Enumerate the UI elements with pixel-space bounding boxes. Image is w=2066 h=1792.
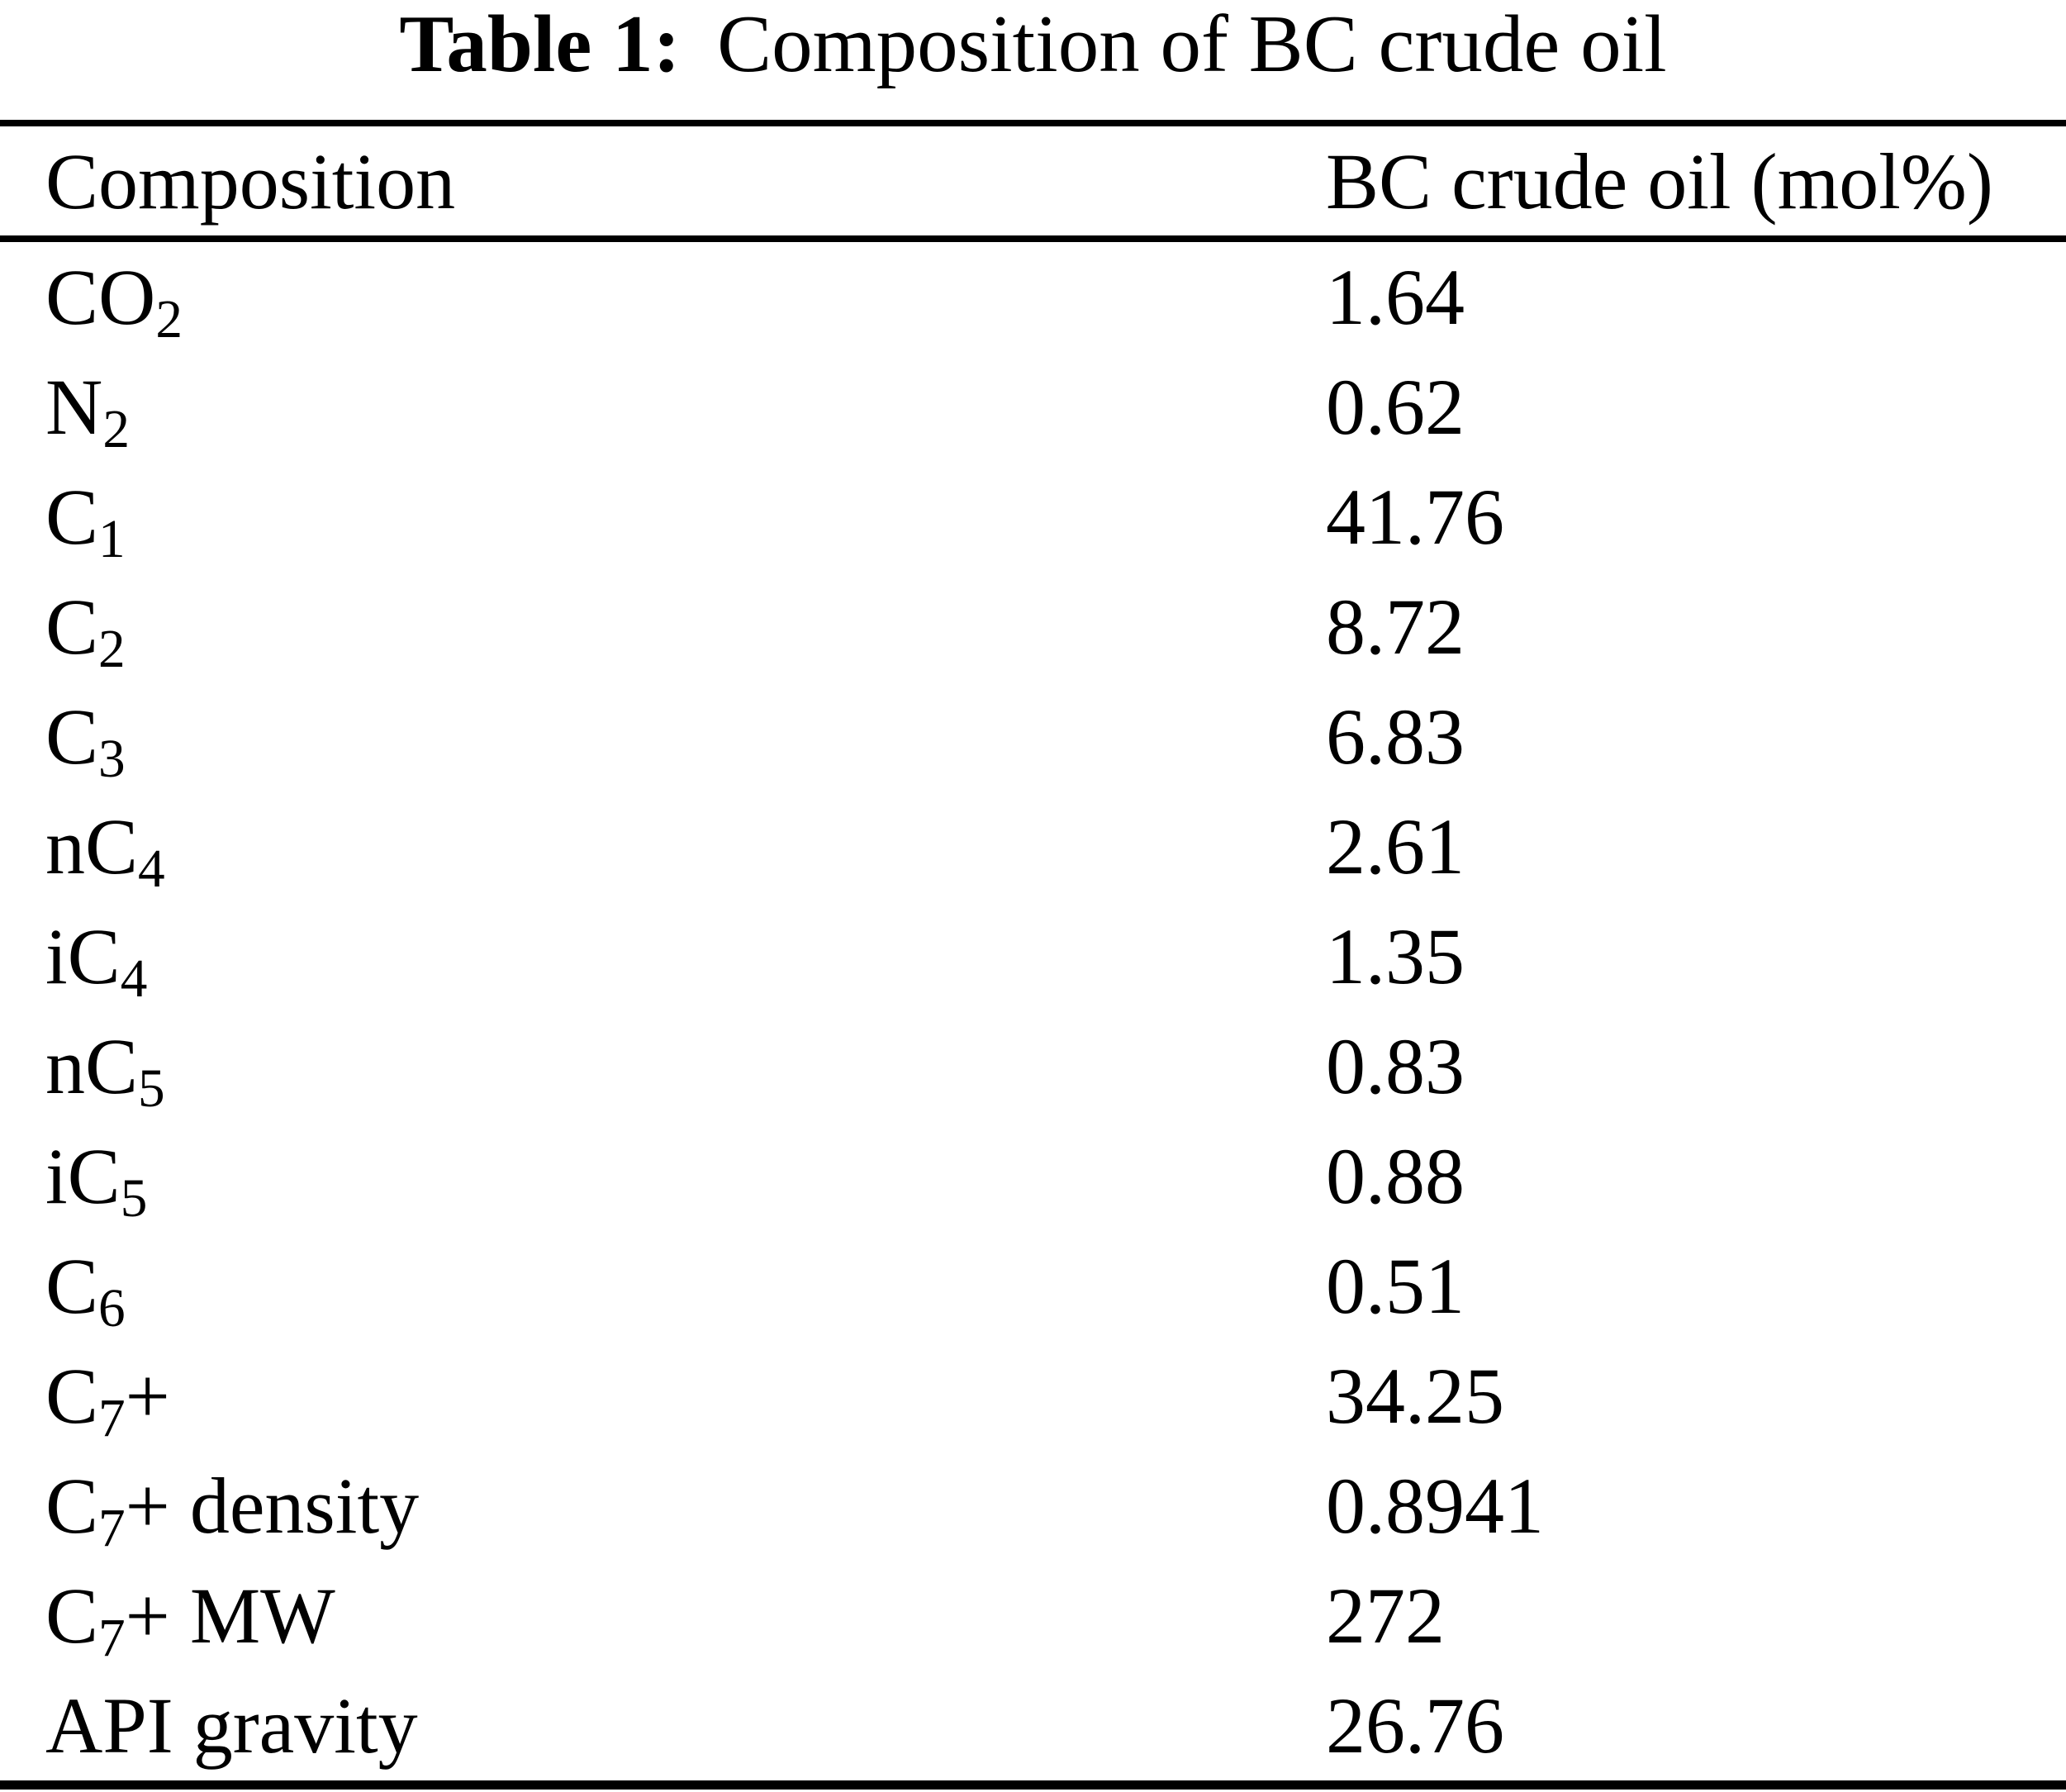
composition-label: C2 [45,582,126,679]
composition-label: N2 [45,363,130,459]
composition-label: C7+ [45,1352,170,1448]
composition-value: 6.83 [1326,692,1465,781]
composition-label: C6 [45,1242,126,1338]
composition-value: 1.64 [1326,253,1465,341]
composition-label: iC4 [45,912,148,1009]
table-body: CO2 1.64 N2 0.62 C1 41.76 C2 8.72 C3 6.83 nC4 2.61 i… [0,242,2066,1780]
table-row: C7+ density 0.8941 [0,1451,2066,1561]
composition-value: 34.25 [1326,1352,1504,1440]
composition-value: 26.76 [1326,1681,1504,1770]
table-row: API gravity 26.76 [0,1671,2066,1780]
table-caption-text: Composition of BC crude oil [717,0,1667,89]
table-row: C1 41.76 [0,462,2066,572]
composition-label: C1 [45,473,126,569]
table-row: C3 6.83 [0,682,2066,791]
composition-label: API gravity [45,1681,418,1770]
composition-label: CO2 [45,253,183,349]
composition-value: 0.51 [1326,1242,1465,1330]
composition-value: 0.8941 [1326,1462,1544,1550]
composition-value: 0.88 [1326,1132,1465,1220]
composition-value: 2.61 [1326,802,1465,891]
composition-label: nC5 [45,1022,165,1119]
table-row: iC5 0.88 [0,1121,2066,1231]
composition-table: Composition BC crude oil (mol%) CO2 1.64 N… [0,120,2066,1790]
table-row: nC5 0.83 [0,1011,2066,1121]
table-row: N2 0.62 [0,352,2066,462]
table-caption: Table 1: Composition of BC crude oil [0,0,2066,120]
table-row: C7+ MW 272 [0,1561,2066,1671]
table-header-row: Composition BC crude oil (mol%) [0,126,2066,242]
composition-value: 0.62 [1326,363,1465,451]
composition-label: C7+ MW [45,1571,335,1668]
table-row: CO2 1.64 [0,242,2066,352]
table-row: C2 8.72 [0,572,2066,682]
composition-value: 8.72 [1326,582,1465,671]
composition-label: nC4 [45,802,165,899]
header-composition: Composition [45,136,456,226]
composition-value: 1.35 [1326,912,1465,1001]
header-bc-crude-oil-mol-percent: BC crude oil (mol%) [1326,136,1993,226]
table-row: C6 0.51 [0,1231,2066,1341]
table-row: C7+ 34.25 [0,1341,2066,1451]
composition-label: iC5 [45,1132,148,1229]
composition-value: 272 [1326,1571,1445,1660]
composition-value: 41.76 [1326,473,1504,561]
composition-label: C3 [45,692,126,789]
composition-value: 0.83 [1326,1022,1465,1110]
table-caption-number: Table 1: [399,0,681,89]
table-row: iC4 1.35 [0,901,2066,1011]
table-row: nC4 2.61 [0,791,2066,901]
composition-label: C7+ density [45,1462,420,1558]
